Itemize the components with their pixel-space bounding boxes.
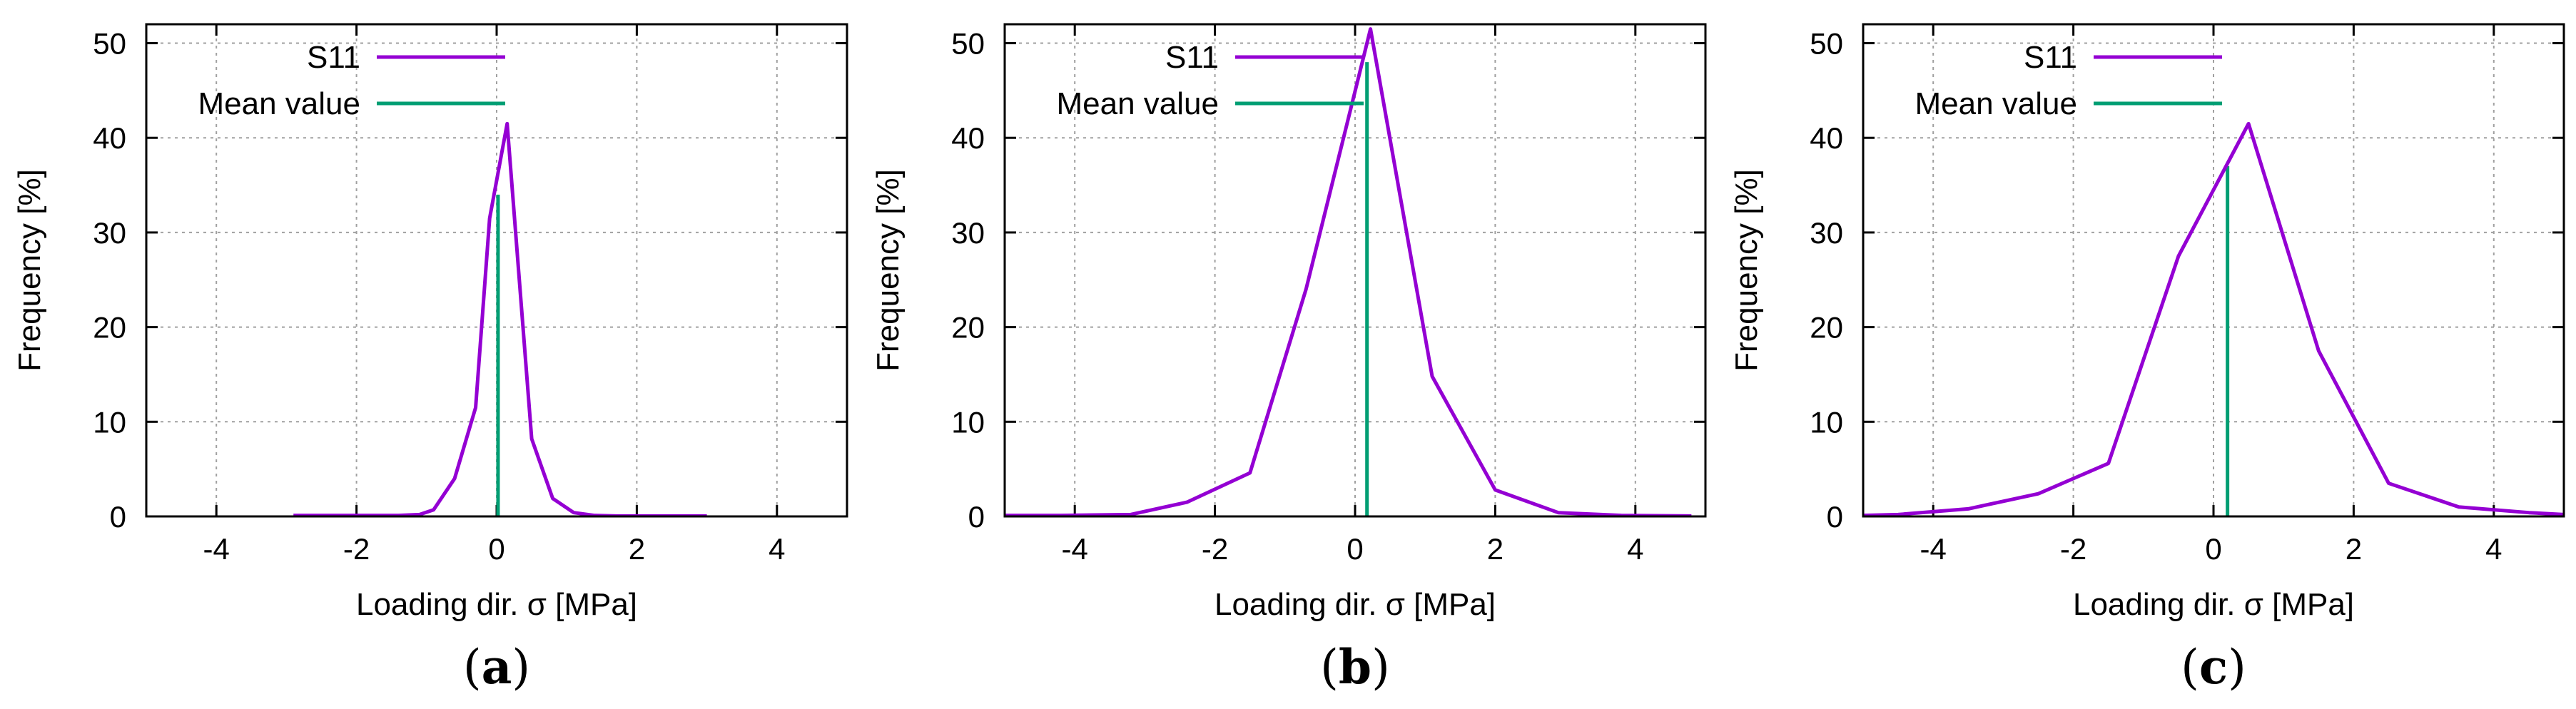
legend: S11 Mean value xyxy=(1915,40,2222,121)
x-axis-title: Loading dir. σ [MPa] xyxy=(2073,587,2354,622)
x-axis-title: Loading dir. σ [MPa] xyxy=(356,587,637,622)
x-tick-label: 2 xyxy=(1487,532,1503,566)
caption-close-paren: ) xyxy=(512,640,530,695)
x-tick-label: 2 xyxy=(2346,532,2362,566)
y-tick-label: 20 xyxy=(1810,311,1843,345)
plot-frame xyxy=(1862,23,2565,518)
caption-letter: a xyxy=(482,639,512,695)
caption-close-paren: ) xyxy=(2228,640,2246,695)
legend: S11 Mean value xyxy=(1057,40,1364,121)
y-tick-label: 10 xyxy=(93,405,126,439)
y-tick-label: 30 xyxy=(1810,216,1843,250)
legend-label: S11 xyxy=(2024,40,2077,75)
x-tick-label: 4 xyxy=(769,532,785,566)
y-tick-label: 50 xyxy=(951,27,985,61)
y-tick-label: 20 xyxy=(951,311,985,345)
y-tick-label: 50 xyxy=(1810,27,1843,61)
legend: S11 Mean value xyxy=(198,40,505,121)
plot-frame xyxy=(1003,23,1707,518)
x-tick-label: 4 xyxy=(2485,532,2502,566)
x-tick-label: -2 xyxy=(2060,532,2086,566)
panel-caption: (b) xyxy=(1320,639,1390,695)
x-tick-label: 0 xyxy=(488,532,504,566)
panel-caption: (c) xyxy=(2181,639,2246,695)
series-line-s11 xyxy=(1005,27,1692,516)
y-tick-label: 40 xyxy=(93,121,126,155)
x-tick-label: 4 xyxy=(1627,532,1643,566)
plot-frame xyxy=(145,23,848,518)
legend-label: Mean value xyxy=(1915,86,2077,121)
x-tick-label: 0 xyxy=(2205,532,2221,566)
y-tick-label: 30 xyxy=(951,216,985,250)
x-tick-label: -4 xyxy=(1920,532,1947,566)
caption-letter: b xyxy=(1339,639,1371,695)
legend-label: Mean value xyxy=(1057,86,1219,121)
y-tick-label: 50 xyxy=(93,27,126,61)
caption-close-paren: ) xyxy=(1371,640,1390,695)
y-tick-label: 40 xyxy=(951,121,985,155)
caption-open-paren: ( xyxy=(2181,640,2199,695)
y-tick-label: 40 xyxy=(1810,121,1843,155)
y-tick-label: 10 xyxy=(951,405,985,439)
y-tick-label: 10 xyxy=(1810,405,1843,439)
x-tick-label: -4 xyxy=(203,532,230,566)
legend-label: S11 xyxy=(307,40,360,75)
x-tick-label: 2 xyxy=(629,532,645,566)
caption-open-paren: ( xyxy=(463,640,482,695)
legend-label: S11 xyxy=(1165,40,1219,75)
x-tick-label: -2 xyxy=(1202,532,1228,566)
caption-open-paren: ( xyxy=(1320,640,1339,695)
series-line-s11 xyxy=(293,121,707,516)
series-line-s11 xyxy=(1863,121,2564,516)
legend-label: Mean value xyxy=(198,86,360,121)
x-tick-label: -2 xyxy=(343,532,370,566)
x-axis-title: Loading dir. σ [MPa] xyxy=(1215,587,1496,622)
y-axis-title: Frequency [%] xyxy=(12,169,47,372)
y-axis-title: Frequency [%] xyxy=(871,169,906,372)
y-tick-label: 30 xyxy=(93,216,126,250)
y-tick-label: 20 xyxy=(93,311,126,345)
x-tick-label: 0 xyxy=(1347,532,1363,566)
y-tick-label: 0 xyxy=(1827,500,1843,534)
y-tick-label: 0 xyxy=(968,500,985,534)
panel-caption: (a) xyxy=(463,639,530,695)
y-tick-label: 0 xyxy=(110,500,126,534)
caption-letter: c xyxy=(2199,639,2228,695)
x-tick-label: -4 xyxy=(1062,532,1088,566)
y-axis-title: Frequency [%] xyxy=(1729,169,1764,372)
